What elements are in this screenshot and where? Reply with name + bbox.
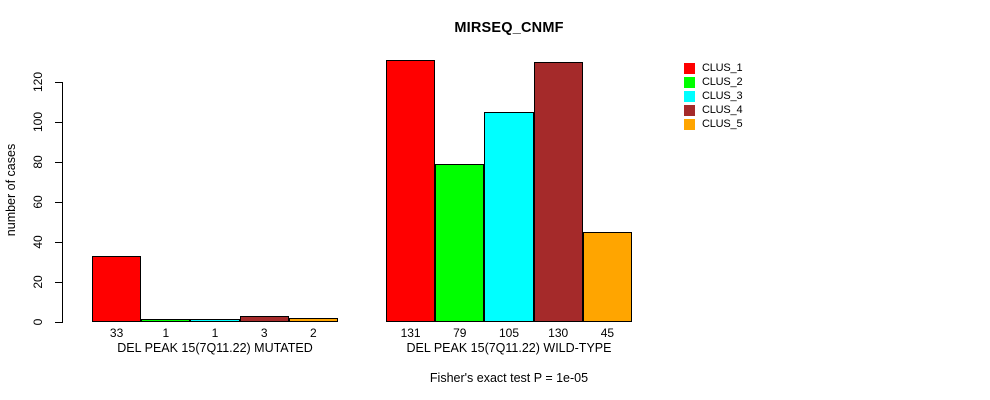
legend-item: CLUS_4 bbox=[684, 103, 743, 117]
bar-value-label: 130 bbox=[548, 326, 569, 340]
chart-title: MIRSEQ_CNMF bbox=[454, 20, 564, 36]
x-group-label-mutated: DEL PEAK 15(7Q11.22) MUTATED bbox=[117, 341, 313, 355]
bar-clus_1-group2 bbox=[386, 60, 436, 322]
y-tick-label: 120 bbox=[30, 71, 45, 93]
y-tick bbox=[55, 242, 62, 243]
legend-item: CLUS_3 bbox=[684, 89, 743, 103]
bar-clus_2-group1 bbox=[141, 319, 191, 322]
fisher-test-annotation: Fisher's exact test P = 1e-05 bbox=[429, 371, 589, 385]
y-tick bbox=[55, 282, 62, 283]
bar-value-label: 131 bbox=[400, 326, 421, 340]
y-tick-label: 0 bbox=[30, 318, 45, 326]
legend-swatch bbox=[684, 90, 695, 102]
y-tick bbox=[55, 322, 62, 323]
legend-item: CLUS_1 bbox=[684, 61, 743, 75]
bar-value-label: 105 bbox=[498, 326, 519, 340]
y-tick-label: 80 bbox=[30, 155, 45, 169]
bar-value-label: 2 bbox=[310, 326, 317, 340]
bar-value-label: 45 bbox=[600, 326, 615, 340]
bar-clus_4-group1 bbox=[239, 316, 289, 322]
bar-clus_3-group1 bbox=[190, 319, 240, 322]
y-tick bbox=[55, 82, 62, 83]
y-tick-label: 20 bbox=[30, 275, 45, 289]
y-tick bbox=[55, 122, 62, 123]
bar-clus_5-group2 bbox=[582, 232, 632, 322]
legend-swatch bbox=[684, 118, 695, 130]
y-tick-label: 60 bbox=[30, 195, 45, 209]
legend-swatch bbox=[684, 76, 695, 88]
bar-clus_5-group1 bbox=[288, 318, 338, 322]
legend-label: CLUS_3 bbox=[702, 90, 743, 102]
bar-clus_2-group2 bbox=[435, 164, 485, 322]
legend-label: CLUS_1 bbox=[702, 62, 743, 74]
bar-value-label: 3 bbox=[260, 326, 268, 340]
legend-item: CLUS_5 bbox=[684, 117, 743, 131]
x-group-label-wild-type: DEL PEAK 15(7Q11.22) WILD-TYPE bbox=[406, 341, 612, 355]
bar-value-label: 1 bbox=[211, 326, 219, 340]
bar-value-label: 33 bbox=[109, 326, 124, 340]
bar-clus_3-group2 bbox=[484, 112, 534, 322]
bar-clus_1-group1 bbox=[92, 256, 142, 322]
bar-clus_4-group2 bbox=[533, 62, 583, 322]
legend-swatch bbox=[684, 62, 695, 74]
bar-value-label: 79 bbox=[453, 326, 467, 340]
legend-item: CLUS_2 bbox=[684, 75, 743, 89]
legend-label: CLUS_4 bbox=[702, 104, 743, 116]
legend: CLUS_1 CLUS_2 CLUS_3 CLUS_4 CLUS_5 bbox=[684, 61, 743, 131]
bar-value-label: 1 bbox=[162, 326, 170, 340]
y-tick-label: 40 bbox=[30, 235, 45, 249]
y-tick bbox=[55, 162, 62, 163]
legend-label: CLUS_2 bbox=[702, 76, 743, 88]
legend-swatch bbox=[684, 104, 695, 116]
y-axis-line bbox=[62, 82, 63, 323]
legend-label: CLUS_5 bbox=[702, 118, 743, 130]
y-tick-label: 100 bbox=[30, 111, 45, 133]
y-tick bbox=[55, 202, 62, 203]
